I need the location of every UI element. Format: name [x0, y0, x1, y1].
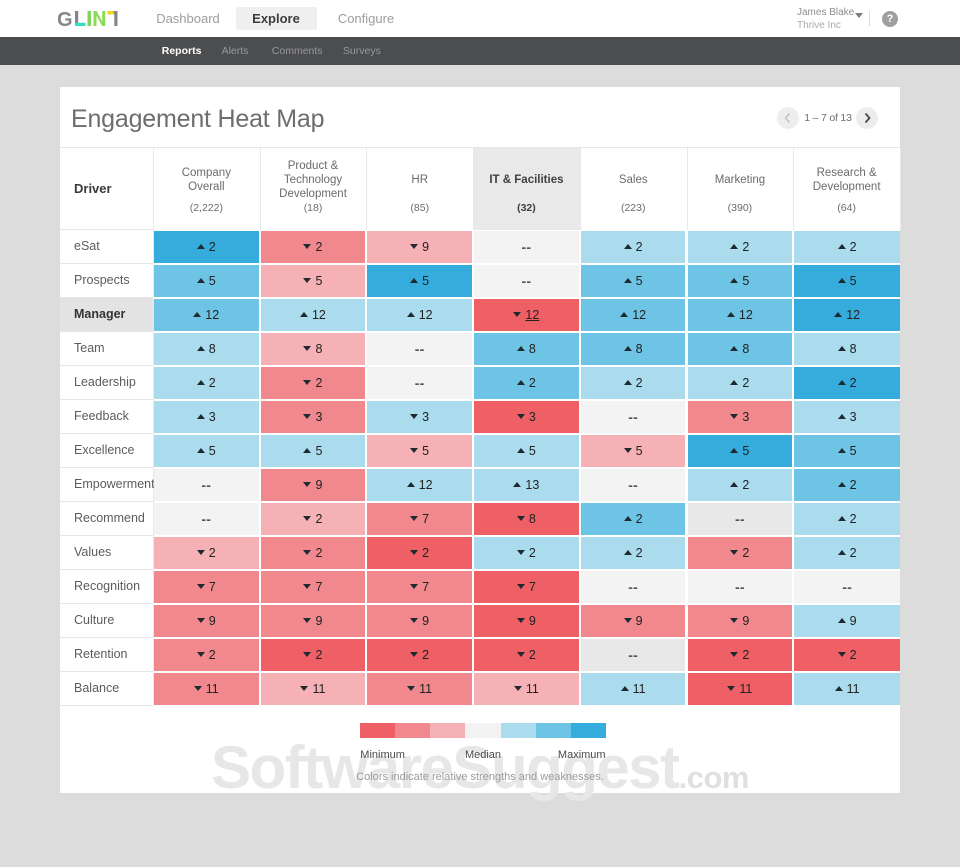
svg-text:G: G: [58, 11, 73, 27]
